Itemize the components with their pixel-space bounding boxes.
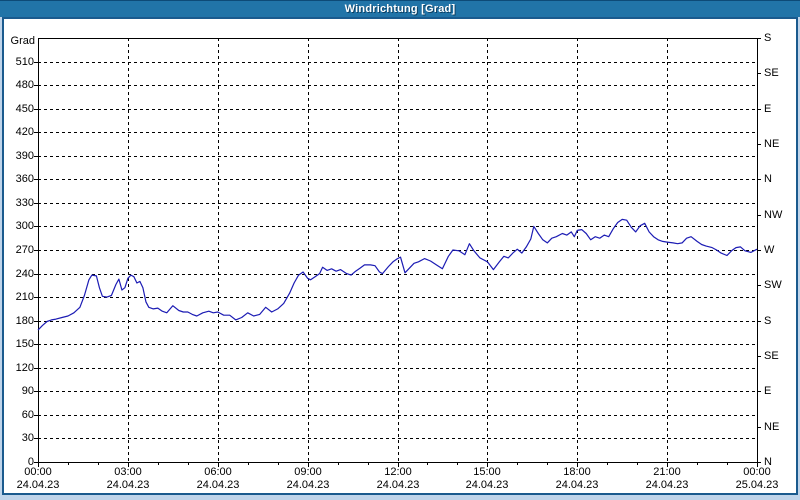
y-axis-unit-label: Grad — [10, 35, 35, 47]
y-axis-tick-label: 60 — [21, 409, 34, 421]
y-axis-tick-label: 120 — [15, 362, 34, 374]
date-tick-label: 24.04.23 — [196, 479, 240, 491]
compass-tick-label: E — [764, 385, 772, 397]
time-tick-label: 18:00 — [563, 466, 591, 478]
time-tick-label: 00:00 — [743, 466, 771, 478]
time-tick-label: 12:00 — [384, 466, 412, 478]
compass-tick-label: NW — [764, 209, 783, 221]
time-tick-label: 09:00 — [294, 466, 322, 478]
date-tick-label: 24.04.23 — [555, 479, 599, 491]
window-title: Windrichtung [Grad] — [344, 3, 456, 15]
compass-tick-label: NE — [764, 138, 780, 150]
y-axis-tick-label: 390 — [15, 150, 34, 162]
time-tick-label: 00:00 — [24, 466, 52, 478]
y-axis-tick-label: 420 — [15, 126, 34, 138]
compass-tick-label: E — [764, 103, 772, 115]
y-axis-tick-label: 330 — [15, 197, 34, 209]
compass-tick-label: S — [764, 315, 772, 327]
y-axis-tick-label: 240 — [15, 268, 34, 280]
y-axis-tick-label: 210 — [15, 291, 34, 303]
date-tick-label: 24.04.23 — [645, 479, 689, 491]
date-tick-label: 24.04.23 — [16, 479, 60, 491]
y-axis-tick-label: 0 — [27, 456, 34, 468]
compass-tick-label: N — [764, 456, 772, 468]
y-axis-tick-label: 510 — [15, 56, 34, 68]
y-axis-tick-label: 150 — [15, 338, 34, 350]
y-axis-tick-label: 360 — [15, 173, 34, 185]
y-axis-tick-label: 180 — [15, 315, 34, 327]
y-axis-tick-label: 480 — [15, 79, 34, 91]
compass-tick-label: S — [764, 32, 772, 44]
date-tick-label: 24.04.23 — [106, 479, 150, 491]
y-axis-tick-label: 270 — [15, 244, 34, 256]
time-tick-label: 15:00 — [473, 466, 501, 478]
date-tick-label: 24.04.23 — [286, 479, 330, 491]
compass-tick-label: SW — [764, 279, 782, 291]
compass-tick-label: SE — [764, 67, 779, 79]
date-tick-label: 24.04.23 — [465, 479, 509, 491]
y-axis-tick-label: 450 — [15, 103, 34, 115]
time-tick-label: 03:00 — [114, 466, 142, 478]
time-tick-label: 06:00 — [204, 466, 232, 478]
compass-tick-label: SE — [764, 350, 779, 362]
date-tick-label: 24.04.23 — [376, 479, 420, 491]
date-tick-label: 25.04.23 — [735, 479, 779, 491]
window-titlebar: Windrichtung [Grad] — [0, 0, 800, 17]
y-axis-tick-label: 300 — [15, 220, 34, 232]
compass-tick-label: NE — [764, 421, 780, 433]
time-tick-label: 21:00 — [653, 466, 681, 478]
y-axis-tick-label: 30 — [21, 432, 34, 444]
plot-border — [38, 38, 758, 463]
compass-tick-label: N — [764, 173, 772, 185]
wind-direction-line — [37, 218, 758, 331]
y-axis-tick-label: 90 — [21, 385, 34, 397]
compass-tick-label: W — [764, 244, 775, 256]
